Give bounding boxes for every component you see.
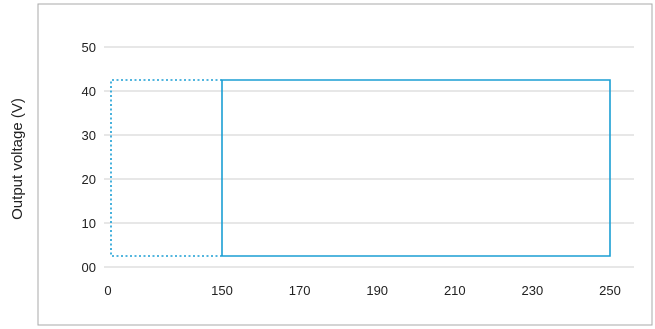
x-tick-label-250: 250 xyxy=(599,283,621,298)
y-tick-label-20: 20 xyxy=(82,172,96,187)
y-tick-label-00: 00 xyxy=(82,260,96,275)
series-line-solid xyxy=(221,79,611,257)
y-tick-label-30: 30 xyxy=(82,128,96,143)
x-tick-label-210: 210 xyxy=(444,283,466,298)
y-axis-title: Output voltage (V) xyxy=(9,98,26,220)
y-tick-label-50: 50 xyxy=(82,40,96,55)
chart-frame xyxy=(37,3,653,326)
series-group xyxy=(110,79,611,257)
y-tick-label-10: 10 xyxy=(82,216,96,231)
x-tick-label-0: 0 xyxy=(104,283,111,298)
series-line-dotted xyxy=(110,79,222,257)
y-tick-label-40: 40 xyxy=(82,84,96,99)
x-tick-label-170: 170 xyxy=(289,283,311,298)
x-tick-labels: 0 150 170 190 210 230 250 xyxy=(104,283,620,298)
grid-lines xyxy=(104,46,634,268)
x-tick-label-150: 150 xyxy=(211,283,233,298)
x-tick-label-190: 190 xyxy=(366,283,388,298)
x-tick-label-230: 230 xyxy=(522,283,544,298)
y-tick-labels: 00 10 20 30 40 50 xyxy=(82,40,96,275)
